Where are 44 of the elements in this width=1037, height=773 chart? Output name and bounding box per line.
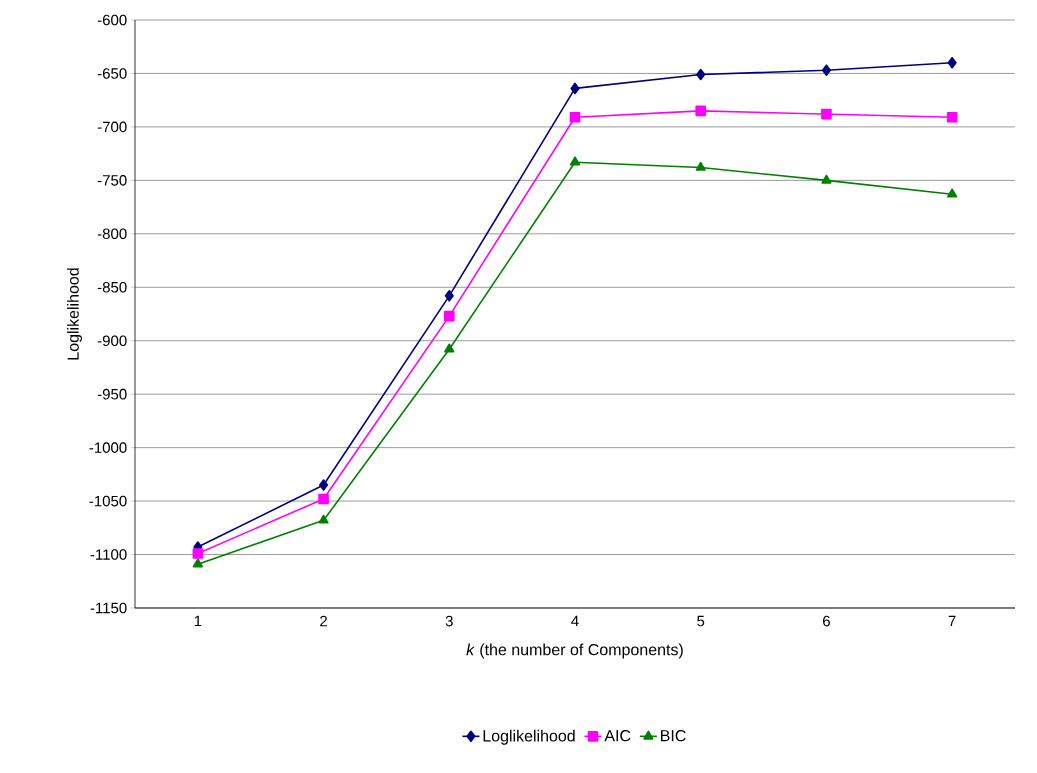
x-tick-label: 1 (194, 615, 202, 627)
y-tick-label: -950 (97, 388, 127, 400)
point (946, 111, 958, 123)
y-tick-label: -600 (97, 14, 127, 26)
point (192, 558, 203, 568)
y-tick-label: -650 (97, 68, 127, 79)
legend-label: AIC (604, 730, 631, 742)
point (444, 290, 454, 302)
point (570, 82, 580, 95)
point (821, 174, 832, 184)
point (947, 188, 958, 198)
point (569, 111, 581, 123)
point (695, 105, 707, 117)
point (821, 108, 832, 120)
x-tick-label: 3 (445, 615, 453, 627)
point (318, 493, 329, 505)
y-tick-label: -800 (97, 228, 127, 240)
legend-label: BIC (661, 730, 686, 742)
point (443, 310, 455, 322)
point (318, 514, 329, 524)
x-tick-label: 6 (823, 615, 830, 627)
y-tick-label: -700 (97, 121, 127, 133)
x-tick-label: 2 (320, 615, 327, 627)
y-tick-label: -1100 (90, 549, 127, 560)
y-tick-label: -850 (97, 281, 127, 293)
y-tick-label: -750 (97, 175, 127, 186)
y-tick-label: -1050 (89, 495, 127, 507)
y-tick-label: -1000 (89, 442, 127, 453)
point (192, 548, 204, 559)
y-tick-label: -1150 (90, 602, 127, 614)
y-tick-label: -900 (97, 335, 127, 347)
point (695, 161, 706, 171)
point (821, 64, 831, 77)
x-tick-label: 4 (571, 615, 579, 627)
x-axis-title: k (the number of Components) (466, 643, 683, 659)
point (947, 56, 957, 69)
x-tick-label: 5 (697, 615, 705, 627)
legend-label: Loglikelihood (483, 729, 575, 745)
point (569, 156, 581, 166)
x-tick-label: 7 (948, 615, 956, 627)
point (444, 343, 455, 353)
y-axis-title: Loglikelihood (67, 268, 82, 360)
point (319, 479, 329, 491)
point (696, 68, 706, 81)
